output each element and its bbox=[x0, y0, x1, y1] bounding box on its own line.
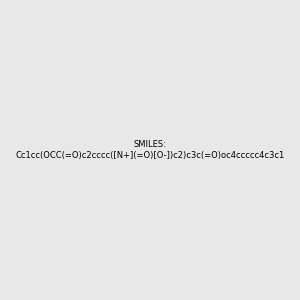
Text: SMILES:
Cc1cc(OCC(=O)c2cccc([N+](=O)[O-])c2)c3c(=O)oc4ccccc4c3c1: SMILES: Cc1cc(OCC(=O)c2cccc([N+](=O)[O-]… bbox=[15, 140, 285, 160]
